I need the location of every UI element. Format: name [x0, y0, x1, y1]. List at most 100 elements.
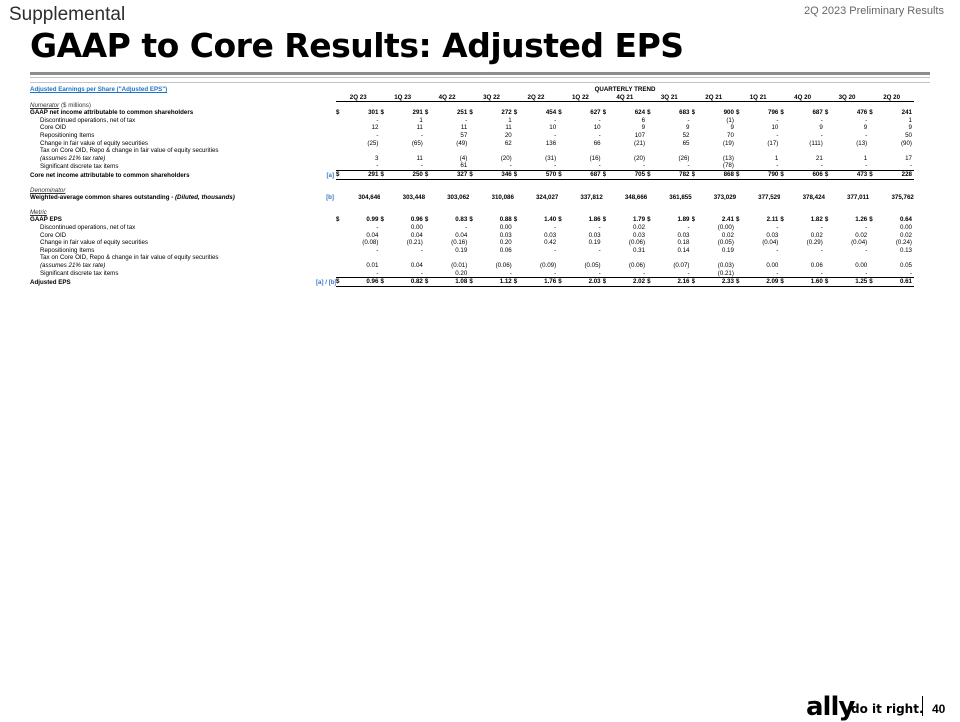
dollar-sign: $ [558, 277, 581, 287]
dollar-sign [647, 269, 670, 279]
value-cell: 62 [504, 139, 512, 147]
value-cell [758, 187, 780, 195]
table-row: Change in fair value of equity securitie… [30, 239, 914, 247]
dollar-cell [736, 209, 758, 217]
value-cell: (0.07) [673, 261, 690, 269]
value-cell [891, 187, 914, 195]
dollar-cell [425, 187, 447, 195]
dollar-sign [380, 147, 402, 155]
value-cell: 373,029 [713, 194, 736, 202]
dollar-cell [336, 187, 358, 195]
value-cell: 251 [456, 109, 468, 117]
dollar-sign: $ [469, 170, 492, 180]
value-cell: 11 [416, 154, 423, 162]
value-cell: (0.21) [406, 239, 423, 247]
dollar-sign [558, 117, 580, 125]
dollar-sign [380, 269, 403, 279]
value-cell: - [376, 132, 379, 140]
value-cell: (0.01) [451, 261, 468, 269]
value-cell: 0.61 [891, 277, 914, 287]
row-reference: [a] [326, 171, 334, 179]
dollar-sign [336, 162, 359, 172]
dollar-sign [603, 254, 625, 262]
dollar-sign: $ [558, 216, 562, 224]
dollar-cell [780, 209, 802, 217]
row-label: Core net income attributable to common s… [30, 171, 316, 180]
value-cell: - [402, 162, 425, 172]
dollar-sign [380, 155, 402, 163]
dollar-sign: $ [691, 109, 695, 117]
value-cell: (0.09) [540, 261, 557, 269]
value-cell: 2.11 [766, 216, 779, 224]
row-label: Weighted-average common shares outstandi… [30, 194, 316, 202]
table-row: GAAP EPS $0.99 $0.96 $0.83 $0.88 $1.40 $1.86 $1… [30, 216, 914, 224]
value-cell: - [776, 224, 779, 231]
value-cell [891, 102, 914, 110]
dollar-cell [425, 102, 447, 110]
table-row: Repositioning Items - - 0.19 0.06 - - 0.31 0.14 0… [30, 247, 914, 255]
spacer-cell [30, 179, 914, 187]
row-label: Tax on Core OID, Repo & change in fair v… [30, 254, 316, 262]
dollar-sign [692, 194, 714, 202]
value-cell: 301 [368, 109, 379, 117]
row-label-text: Repositioning Items [40, 132, 95, 140]
value-cell: 291 [358, 170, 381, 180]
dollar-sign: $ [424, 109, 429, 117]
dollar-sign: $ [780, 109, 784, 117]
value-cell: 3 [374, 154, 379, 162]
value-cell: 1 [419, 116, 423, 124]
value-cell: (0.08) [362, 239, 379, 247]
value-cell: (0.04) [762, 239, 779, 247]
value-cell: 0.02 [855, 231, 868, 239]
value-cell [891, 254, 914, 262]
numerator-heading: Numerator [30, 101, 60, 109]
dollar-sign [336, 117, 358, 125]
value-cell [847, 254, 869, 262]
dollar-sign [824, 269, 848, 279]
value-cell: 61 [447, 162, 470, 172]
dollar-sign [336, 124, 358, 132]
dollar-sign [380, 239, 402, 247]
dollar-cell [780, 102, 802, 110]
value-cell: (0.21) [713, 269, 736, 279]
value-cell: - [420, 132, 423, 140]
dollar-sign [380, 124, 402, 132]
dollar-sign [824, 162, 848, 172]
dollar-sign [514, 254, 536, 262]
dollar-sign [469, 194, 491, 202]
value-cell [891, 147, 914, 155]
row-reference [316, 254, 336, 262]
value-cell [714, 147, 736, 155]
value-cell: - [491, 269, 514, 279]
value-cell: 0.00 [855, 261, 868, 269]
value-cell: 0.20 [499, 239, 512, 247]
value-cell [536, 147, 558, 155]
row-reference [316, 232, 336, 240]
value-cell [847, 187, 869, 195]
value-cell: 900 [723, 109, 734, 117]
value-cell [891, 209, 914, 217]
value-cell [536, 254, 558, 262]
value-cell: - [376, 116, 379, 124]
dollar-sign [514, 232, 536, 240]
dollar-sign [336, 140, 358, 148]
dollar-sign [425, 224, 447, 232]
value-cell: 0.96 [410, 216, 423, 224]
dollar-cell [825, 209, 847, 217]
dollar-cell [380, 102, 402, 110]
row-reference [316, 224, 336, 232]
value-cell: 0.03 [499, 231, 512, 239]
value-cell [580, 147, 602, 155]
dollar-sign [425, 262, 447, 270]
table-top-label[interactable]: Adjusted Earnings per Share ("Adjusted E… [30, 86, 168, 93]
value-cell: 0.02 [721, 231, 734, 239]
value-cell: - [865, 116, 868, 124]
row-label: Significant discrete tax items [30, 162, 316, 170]
value-cell: 2.09 [758, 277, 781, 287]
value-cell: 627 [590, 109, 601, 117]
dollar-sign [647, 262, 669, 270]
dollar-sign [603, 262, 625, 270]
value-cell: - [358, 269, 381, 279]
dollar-sign [469, 147, 491, 155]
dollar-sign [825, 117, 847, 125]
